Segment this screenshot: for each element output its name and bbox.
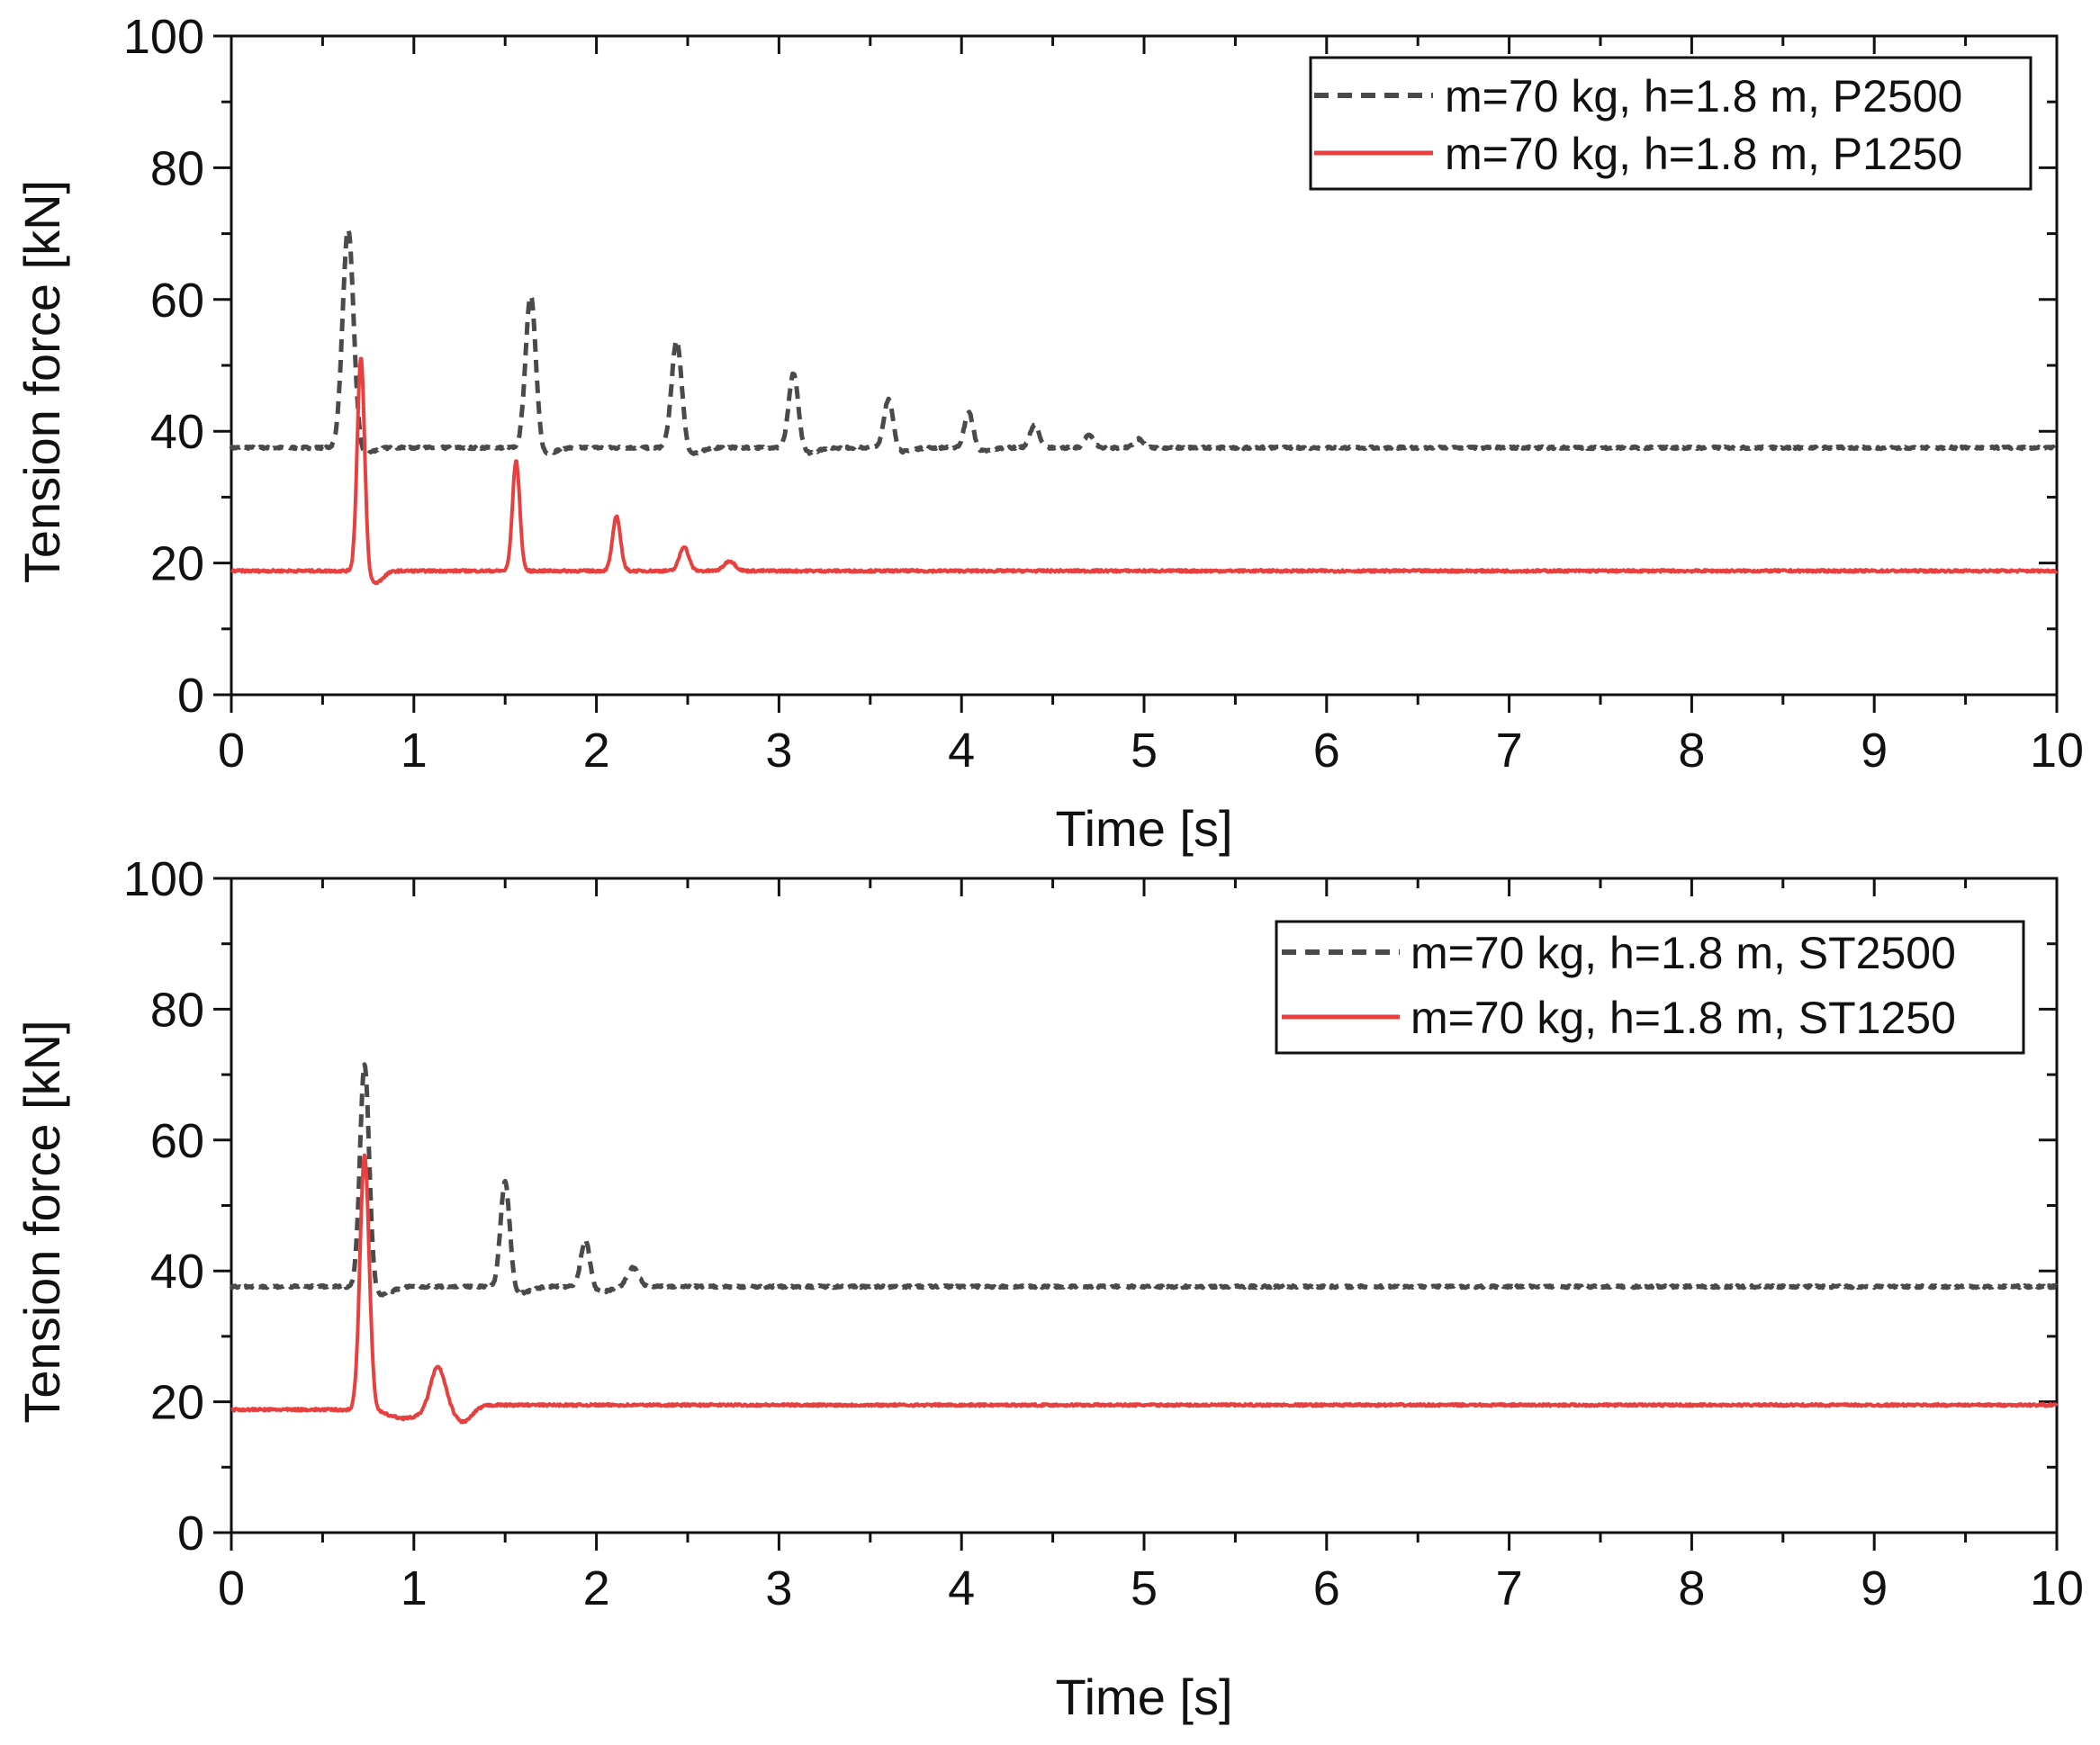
series-line-0 bbox=[229, 1062, 2059, 1298]
y-tick-label: 100 bbox=[123, 10, 204, 64]
x-tick-label: 4 bbox=[948, 1561, 975, 1615]
series-line-1 bbox=[230, 1153, 2059, 1425]
y-tick-label: 100 bbox=[123, 852, 204, 906]
x-tick-label: 9 bbox=[1861, 1561, 1888, 1615]
x-tick-label: 10 bbox=[2030, 724, 2084, 778]
x-axis-title: Time [s] bbox=[1055, 800, 1232, 857]
y-tick-label: 60 bbox=[150, 274, 204, 328]
x-tick-label: 5 bbox=[1131, 1561, 1158, 1615]
y-axis-title: Tension force [kN] bbox=[14, 1020, 70, 1423]
y-tick-label: 80 bbox=[150, 983, 204, 1037]
y-tick-label: 40 bbox=[150, 1245, 204, 1299]
y-tick-label: 40 bbox=[150, 405, 204, 459]
legend-label-1: m=70 kg, h=1.8 m, P1250 bbox=[1445, 129, 1962, 179]
y-tick-label: 0 bbox=[177, 669, 204, 723]
legend-box bbox=[1309, 56, 2032, 191]
legend-label-0: m=70 kg, h=1.8 m, ST2500 bbox=[1411, 928, 1956, 978]
x-tick-label: 3 bbox=[765, 1561, 792, 1615]
y-tick-label: 0 bbox=[177, 1507, 204, 1561]
x-tick-label: 10 bbox=[2030, 1561, 2084, 1615]
x-tick-label: 6 bbox=[1313, 724, 1340, 778]
legend-label-0: m=70 kg, h=1.8 m, P2500 bbox=[1445, 71, 1962, 121]
x-tick-label: 6 bbox=[1313, 1561, 1340, 1615]
y-tick-label: 20 bbox=[150, 1376, 204, 1430]
x-tick-label: 7 bbox=[1496, 1561, 1523, 1615]
y-tick-label: 80 bbox=[150, 141, 204, 195]
x-tick-label: 5 bbox=[1131, 724, 1158, 778]
x-tick-label: 2 bbox=[583, 724, 610, 778]
x-tick-label: 9 bbox=[1861, 724, 1888, 778]
x-tick-label: 0 bbox=[218, 724, 245, 778]
x-tick-label: 1 bbox=[401, 724, 428, 778]
x-tick-label: 1 bbox=[401, 1561, 428, 1615]
x-tick-label: 7 bbox=[1496, 724, 1523, 778]
legend-box bbox=[1275, 920, 2025, 1055]
x-tick-label: 8 bbox=[1678, 1561, 1705, 1615]
y-tick-label: 60 bbox=[150, 1114, 204, 1168]
series-line-1 bbox=[230, 356, 2059, 586]
x-tick-label: 8 bbox=[1678, 724, 1705, 778]
x-tick-label: 2 bbox=[583, 1561, 610, 1615]
y-axis-title: Tension force [kN] bbox=[14, 180, 70, 583]
y-tick-label: 20 bbox=[150, 537, 204, 591]
series-line-0 bbox=[229, 227, 2059, 457]
x-tick-label: 4 bbox=[948, 724, 975, 778]
x-tick-label: 3 bbox=[765, 724, 792, 778]
x-axis-title: Time [s] bbox=[1055, 1669, 1232, 1725]
legend-label-1: m=70 kg, h=1.8 m, ST1250 bbox=[1411, 993, 1956, 1043]
x-tick-label: 0 bbox=[218, 1561, 245, 1615]
